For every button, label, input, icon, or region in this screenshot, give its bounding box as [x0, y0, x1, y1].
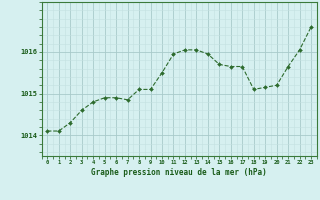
- X-axis label: Graphe pression niveau de la mer (hPa): Graphe pression niveau de la mer (hPa): [91, 168, 267, 177]
